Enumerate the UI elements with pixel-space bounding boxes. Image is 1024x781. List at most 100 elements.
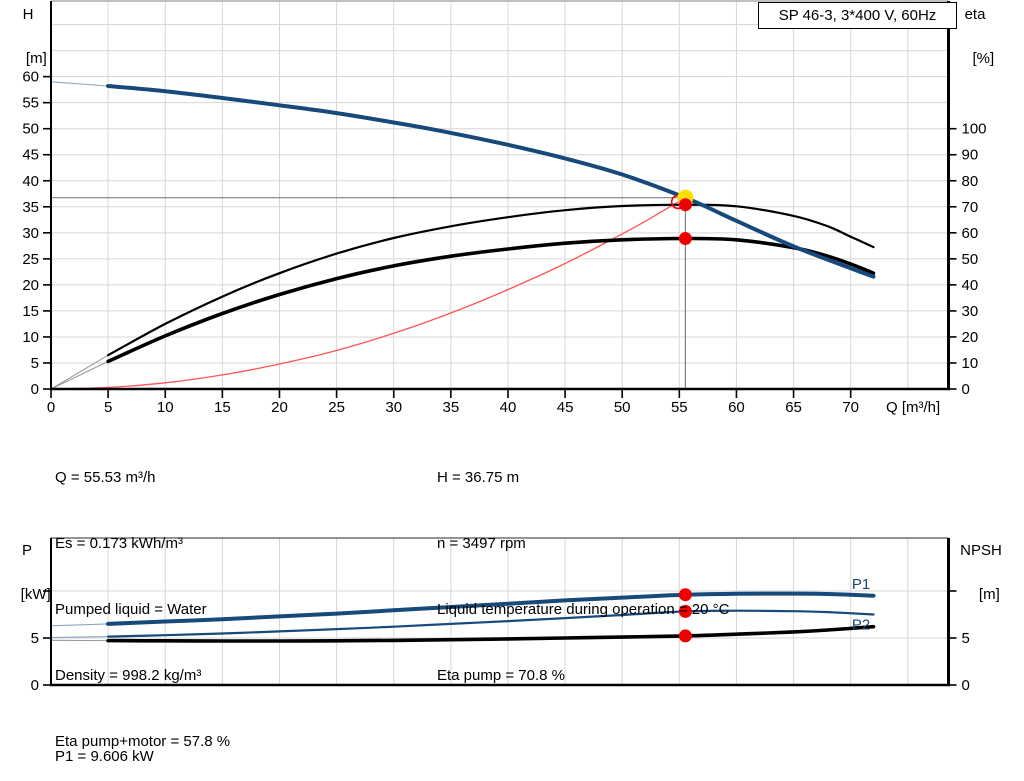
h-axis-label-line2: [m] — [25, 50, 47, 67]
y-right-tick-label: 0 — [962, 381, 970, 398]
series-label-p1: P1 — [852, 576, 870, 593]
p2-point-marker — [678, 604, 692, 618]
info-h: H = 36.75 m — [437, 469, 520, 486]
x-tick-label: 25 — [328, 399, 345, 416]
power-npsh-chart-grid — [51, 538, 949, 685]
h-axis-label: H [m] — [8, 4, 48, 70]
eta-pump-motor-path — [106, 236, 876, 364]
hq-chart-grid — [51, 1, 949, 389]
duty-info-left: Q = 55.53 m³/h Es = 0.173 kWh/m³ Pumped … — [55, 423, 230, 781]
y-right-tick-label: 100 — [962, 121, 987, 138]
y-right-tick-label: 70 — [962, 199, 979, 216]
pump-curve-lead-in — [50, 81, 109, 87]
h-axis-label-line1: H — [22, 6, 34, 23]
duty-info-right: H = 36.75 m n = 3497 rpm Liquid temperat… — [437, 423, 729, 731]
y-left-tick-label: 5 — [31, 630, 39, 647]
info-eta-pump-motor: Eta pump+motor = 57.8 % — [55, 733, 231, 750]
y-left-tick-label: 55 — [22, 95, 39, 112]
y-left-tick-label: 30 — [22, 225, 39, 242]
p2-curve-lead-in — [50, 636, 109, 639]
y-right-tick-label: 90 — [962, 147, 979, 164]
y-left-tick-label: 40 — [22, 173, 39, 190]
info-p1: P1 = 9.606 kW — [55, 748, 154, 765]
pump-curve-path — [106, 84, 876, 279]
q-axis-label: Q [m³/h] — [886, 399, 941, 416]
hq-chart-ticks: 0510152025303540455055600102030405060708… — [22, 69, 986, 416]
p-axis-label-line1: P — [21, 542, 32, 559]
p1-curve-path — [106, 591, 876, 626]
x-tick-label: 10 — [157, 399, 174, 416]
x-tick-label: 0 — [47, 399, 55, 416]
x-tick-label: 40 — [500, 399, 517, 416]
x-tick-label: 5 — [104, 399, 112, 416]
x-tick-label: 55 — [671, 399, 688, 416]
eta-pump-path — [107, 203, 875, 357]
y-left-tick-label: 0 — [31, 677, 39, 694]
npsh-axis-label-line1: NPSH — [960, 542, 1002, 559]
info-eta-pump: Eta pump = 70.8 % — [437, 667, 565, 684]
npsh-curve-path — [106, 624, 876, 643]
x-tick-label: 15 — [214, 399, 231, 416]
p-axis-label: P [kW] — [4, 540, 51, 606]
x-tick-label: 50 — [614, 399, 631, 416]
y-left-tick-label: 10 — [22, 329, 39, 346]
system-curve-path — [50, 197, 686, 390]
eta-pump-motor-point-marker — [678, 232, 692, 246]
x-tick-label: 65 — [785, 399, 802, 416]
info-temperature: Liquid temperature during operation = 20… — [437, 601, 730, 618]
eta-axis-label-line1: eta — [964, 6, 986, 23]
info-density: Density = 998.2 kg/m³ — [55, 667, 202, 684]
y-right-tick-label: 30 — [962, 303, 979, 320]
y-left-tick-label: 20 — [22, 277, 39, 294]
p2-curve-path — [107, 609, 875, 638]
y-right-tick-label: 60 — [962, 225, 979, 242]
y-left-tick-label: 45 — [22, 147, 39, 164]
x-tick-label: 35 — [442, 399, 459, 416]
eta-pump-point-marker — [678, 198, 692, 212]
eta-pump-lead-in — [50, 354, 109, 390]
npsh-axis-label-line2: [m] — [978, 586, 1000, 603]
y-right-tick-label: 20 — [962, 329, 979, 346]
info-q: Q = 55.53 m³/h — [55, 469, 156, 486]
y-left-tick-label: 25 — [22, 251, 39, 268]
eta-axis-label: eta [%] — [952, 4, 998, 70]
y-right-tick-label: 0 — [962, 677, 970, 694]
y-right-tick-label: 80 — [962, 173, 979, 190]
power-info: P1 = 9.606 kW P2 = 7.835 kW NPSH = 5.49 … — [55, 702, 160, 781]
info-n: n = 3497 rpm — [437, 535, 526, 552]
x-tick-label: 20 — [271, 399, 288, 416]
y-left-tick-label: 50 — [22, 121, 39, 138]
x-tick-label: 45 — [557, 399, 574, 416]
p-axis-label-line2: [kW] — [20, 586, 51, 603]
info-es: Es = 0.173 kWh/m³ — [55, 535, 183, 552]
npsh-point-marker — [678, 629, 692, 643]
hq-chart-borders — [50, 0, 950, 391]
x-tick-label: 60 — [728, 399, 745, 416]
info-liquid: Pumped liquid = Water — [55, 601, 207, 618]
power-npsh-chart: P1 P2 0 5 0 5 — [31, 537, 970, 694]
duty-crosshair — [51, 197, 686, 389]
y-left-tick-label: 15 — [22, 303, 39, 320]
hq-chart: 0510152025303540455055600102030405060708… — [22, 0, 987, 416]
y-right-tick-label: 5 — [962, 630, 970, 647]
series-label-p2: P2 — [852, 617, 870, 634]
y-left-tick-label: 35 — [22, 199, 39, 216]
y-left-tick-label: 60 — [22, 69, 39, 86]
y-right-tick-label: 50 — [962, 251, 979, 268]
power-npsh-chart-borders — [50, 537, 950, 687]
x-tick-label: 70 — [842, 399, 859, 416]
eta-pump-motor-lead-in — [50, 360, 109, 390]
y-right-tick-label: 40 — [962, 277, 979, 294]
eta-axis-label-line2: [%] — [972, 50, 995, 67]
power-npsh-chart-ticks: 0 5 0 5 — [31, 590, 970, 694]
pump-title-box: SP 46-3, 3*400 V, 60Hz — [758, 2, 957, 29]
p1-curve-lead-in — [50, 623, 109, 627]
y-left-tick-label: 5 — [31, 355, 39, 372]
y-left-tick-label: 0 — [31, 381, 39, 398]
p1-point-marker — [678, 588, 692, 602]
x-tick-label: 30 — [385, 399, 402, 416]
y-right-tick-label: 10 — [962, 355, 979, 372]
npsh-axis-label: NPSH [m] — [948, 540, 1014, 606]
